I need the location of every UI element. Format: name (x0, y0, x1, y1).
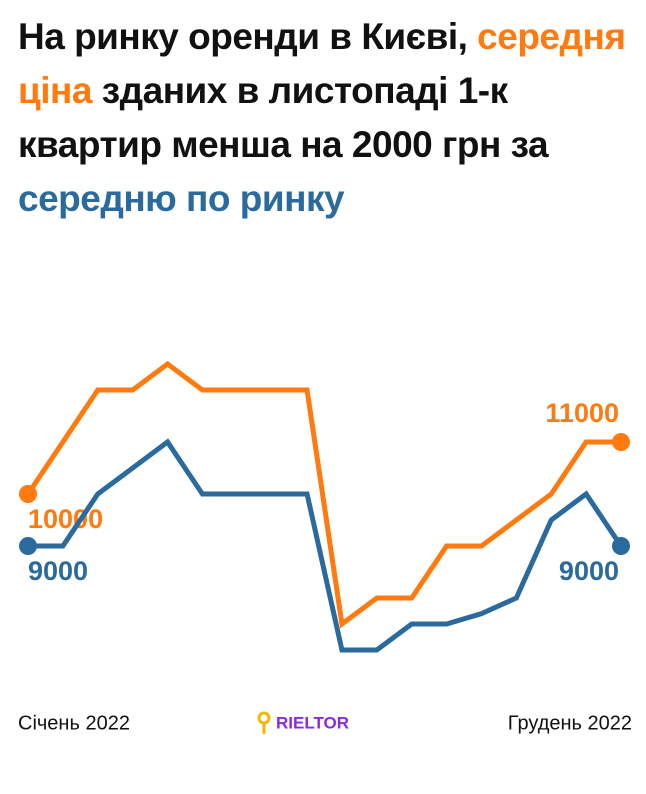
logo-icon (257, 711, 271, 725)
title-part: На ринку оренди в Києві, (18, 16, 478, 57)
title-part: зданих в листопаді 1-к квартир менша на … (18, 70, 549, 165)
end-point (612, 433, 630, 451)
series-line (28, 438, 624, 653)
value-label: 9000 (559, 556, 619, 586)
title-part: середню по ринку (18, 178, 345, 219)
series-line (25, 360, 621, 629)
chart-title: На ринку оренди в Києві, середня ціна зд… (18, 10, 633, 226)
x-tick-label: Січень 2022 (18, 712, 130, 734)
end-point (612, 537, 630, 555)
value-label: 10000 (28, 504, 103, 534)
title-part: середня ціна (18, 16, 626, 111)
end-point (19, 537, 37, 555)
logo-text: RIELTOR (276, 713, 349, 732)
x-tick-label: Грудень 2022 (508, 712, 632, 734)
end-point (19, 485, 37, 503)
logo: RIELTOR (257, 711, 349, 734)
value-label: 11000 (545, 398, 619, 428)
value-label: 9000 (28, 556, 88, 586)
